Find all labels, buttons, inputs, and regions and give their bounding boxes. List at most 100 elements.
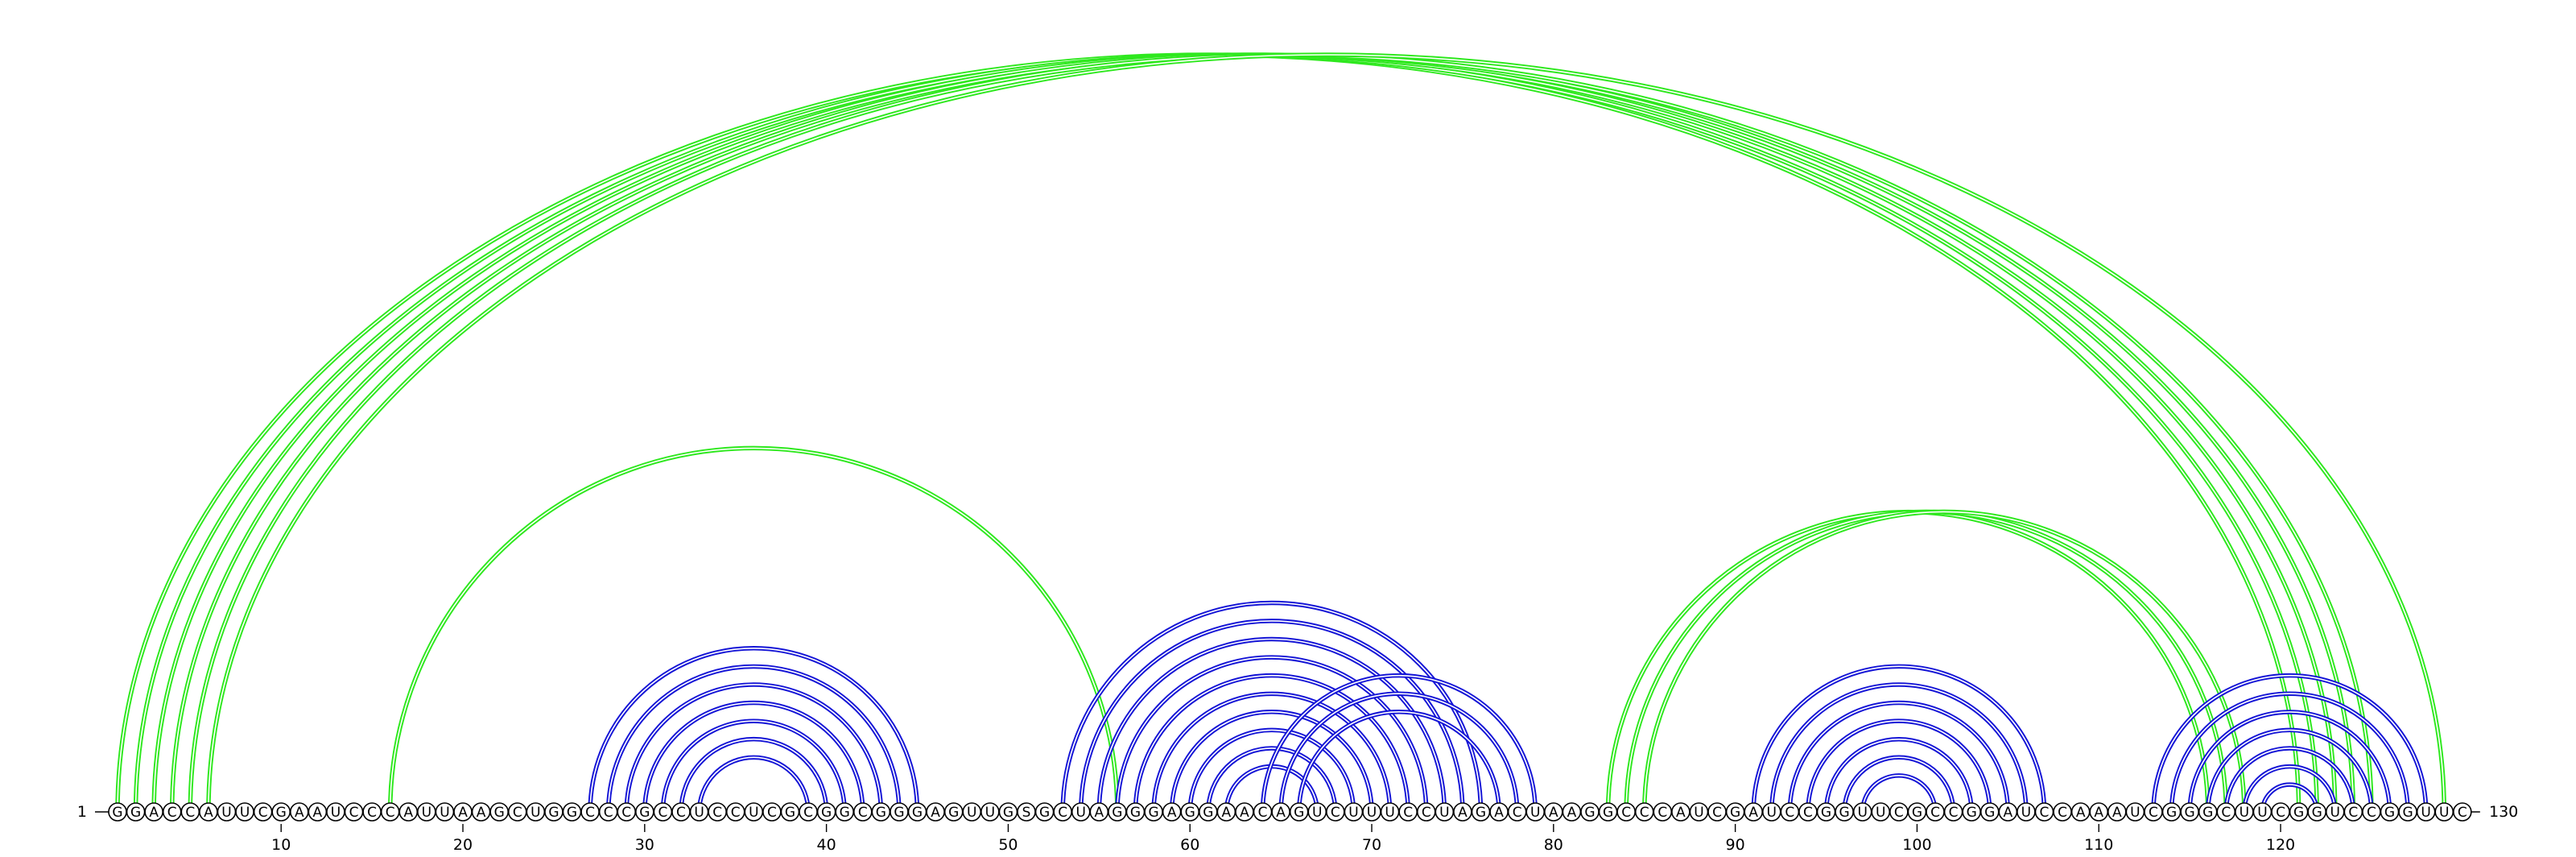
nucleotide-letter: U (694, 805, 704, 821)
nucleotide-letter: G (2384, 805, 2395, 821)
lower-arc-inner (2153, 674, 2427, 813)
nucleotide-letter: C (513, 805, 522, 821)
lower-arc-inner (1153, 693, 1391, 813)
nucleotide-letter: U (967, 805, 976, 821)
nucleotide-letter: U (1439, 805, 1449, 821)
nucleotide-letter: G (1003, 805, 1013, 821)
nucleotide-letter: U (440, 805, 449, 821)
nucleotide-letter: A (2076, 805, 2086, 821)
tick-label: 10 (271, 836, 291, 854)
nucleotide-letter: G (1203, 805, 1213, 821)
nucleotide-letter: G (821, 805, 832, 821)
lower-arc-inner (1789, 702, 2009, 813)
nucleotide-letter: G (639, 805, 650, 821)
nucleotide-letter: U (2257, 805, 2267, 821)
nucleotide-letter: U (1348, 805, 1358, 821)
tick-label: 100 (1902, 836, 1931, 854)
nucleotide-letter: C (2348, 805, 2358, 821)
tick-label: 60 (1180, 836, 1199, 854)
nucleotide-letter: C (2040, 805, 2050, 821)
nucleotide-letter: G (276, 805, 287, 821)
nucleotide-letter: G (1294, 805, 1304, 821)
nucleotide-letter: C (2276, 805, 2285, 821)
nucleotide-letter: U (422, 805, 431, 821)
tick-label: 40 (817, 836, 836, 854)
nucleotide-letter: C (604, 805, 613, 821)
nucleotide-letter: A (477, 805, 486, 821)
nucleotide-letter: A (1748, 805, 1758, 821)
upper-arc-inner (117, 54, 2300, 813)
nucleotide-letter: U (1857, 805, 1867, 821)
lower-arc-inner (1170, 711, 1373, 813)
nucleotide-letter: G (2312, 805, 2322, 821)
upper-arc (115, 52, 2301, 813)
nucleotide-letter: C (858, 805, 868, 821)
nucleotide-letter: C (1331, 805, 1340, 821)
nucleotide-letter: G (2402, 805, 2413, 821)
tick-label: 80 (1544, 836, 1563, 854)
nucleotide-letter: C (585, 805, 595, 821)
nucleotide-letter: G (1130, 805, 1141, 821)
nucleotide-letter: U (985, 805, 995, 821)
lower-arc-inner (1825, 738, 1972, 813)
upper-arc-inner (1643, 511, 2245, 813)
nucleotide-letter: C (767, 805, 777, 821)
end-position-label: 130 (2489, 803, 2518, 821)
lower-arc-inner (1189, 729, 1355, 813)
nucleotide-letter: C (1949, 805, 1959, 821)
nucleotide-letter: A (1222, 805, 1232, 821)
nucleotide-letter: C (1894, 805, 1904, 821)
upper-arc (1641, 509, 2247, 813)
nucleotide-letter: C (1513, 805, 1522, 821)
upper-arcs-group (115, 52, 2446, 813)
nucleotide-letter: C (1640, 805, 1649, 821)
nucleotide-letter: A (2003, 805, 2013, 821)
lower-arc-inner (1770, 684, 2027, 813)
lower-arc-inner (2244, 765, 2336, 813)
upper-arc-inner (208, 54, 2446, 813)
lower-arc-inner (1298, 711, 1500, 813)
nucleotide-letter: C (2458, 805, 2467, 821)
nucleotide-letter: S (1022, 805, 1031, 821)
nucleotide-letter: A (931, 805, 940, 821)
upper-arc-inner (389, 447, 1118, 813)
nucleotide-letter: A (1240, 805, 1249, 821)
nucleotide-letter: A (313, 805, 323, 821)
nucleotide-letter: C (1785, 805, 1794, 821)
tick-label: 30 (635, 836, 654, 854)
nucleotide-letter: A (1494, 805, 1504, 821)
nucleotide-letter: C (1258, 805, 1268, 821)
nucleotide-letter: A (1676, 805, 1686, 821)
nucleotide-letter: A (1094, 805, 1104, 821)
lower-arc-inner (1807, 720, 1991, 813)
nucleotide-letter: U (1767, 805, 1777, 821)
nucleotide-letter: A (1276, 805, 1286, 821)
nucleotide-letter: G (1967, 805, 1977, 821)
lower-arc-inner (589, 647, 919, 813)
lower-arc-inner (2225, 747, 2355, 813)
lower-arc-inner (1261, 674, 1537, 813)
nucleotide-letter: G (1821, 805, 1831, 821)
nucleotide-letter: G (1112, 805, 1122, 821)
nucleotide-letter: C (1712, 805, 1722, 821)
tick-label: 50 (998, 836, 1018, 854)
nucleotide-letter: G (1730, 805, 1740, 821)
upper-arc-inner (189, 54, 2372, 813)
nucleotide-letter: C (349, 805, 359, 821)
nucleotide-letter: A (2094, 805, 2103, 821)
nucleotide-letter: C (1621, 805, 1631, 821)
lower-arc-inner (662, 720, 845, 813)
nucleotide-letter: G (1603, 805, 1613, 821)
nucleotide-letter: G (2293, 805, 2304, 821)
nucleotide-letter: A (2112, 805, 2122, 821)
nucleotide-bead (2453, 802, 2472, 822)
nucleotide-letter: C (2058, 805, 2067, 821)
nucleotide-letter: G (948, 805, 959, 821)
nucleotide-letter: U (240, 805, 250, 821)
nucleotide-letter: U (749, 805, 758, 821)
nucleotide-letter: G (548, 805, 559, 821)
nucleotide-letter: A (1549, 805, 1558, 821)
lower-arc-inner (1098, 638, 1446, 813)
nucleotide-letter: U (2240, 805, 2249, 821)
